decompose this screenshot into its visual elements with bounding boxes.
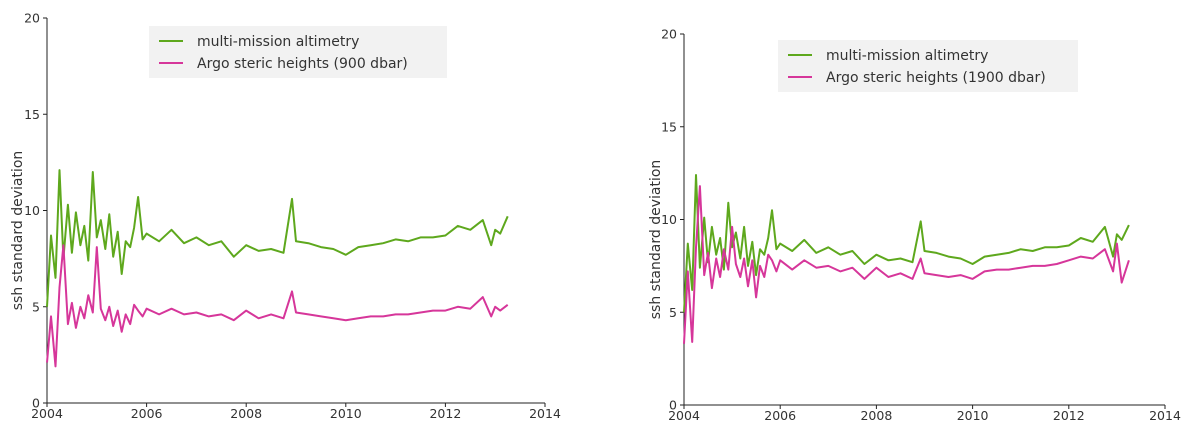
- series-line-2: [683, 185, 1130, 344]
- y-tick-label: 5: [32, 299, 40, 314]
- x-tick-label: 2012: [429, 406, 461, 421]
- series-line-1: [46, 169, 509, 307]
- x-tick-label: 2008: [860, 408, 892, 421]
- legend-entry: Argo steric heights (1900 dbar): [826, 70, 1046, 86]
- x-tick-label: 2006: [764, 408, 796, 421]
- legend-entry: Argo steric heights (900 dbar): [197, 56, 408, 72]
- x-tick-label: 2010: [330, 406, 362, 421]
- x-tick-label: 2012: [1053, 408, 1085, 421]
- legend-entry: multi-mission altimetry: [826, 48, 988, 64]
- chart-panel-2: 0 5 10 15 20 2004 2006 2008 2010 2012 2014 ssh stan…: [648, 27, 1181, 421]
- y-tick-label: 10: [24, 203, 40, 218]
- y-tick-label: 10: [661, 212, 677, 227]
- y-tick-label: 20: [24, 11, 40, 26]
- series-line-1: [683, 174, 1130, 313]
- x-tick-label: 2004: [668, 408, 700, 421]
- y-tick-label: 0: [669, 398, 677, 413]
- x-tick-label: 2006: [131, 406, 163, 421]
- x-tick-label: 2014: [529, 406, 561, 421]
- y-tick-label: 15: [24, 107, 40, 122]
- y-axis-label: ssh standard deviation: [648, 160, 664, 320]
- y-tick-label: 0: [32, 396, 40, 411]
- x-tick-label: 2008: [230, 406, 262, 421]
- x-tick-label: 2010: [957, 408, 989, 421]
- x-tick-label: 2014: [1149, 408, 1181, 421]
- x-tick-label: 2004: [31, 406, 63, 421]
- legend-entry: multi-mission altimetry: [197, 34, 359, 50]
- legend: multi-mission altimetry Argo steric heigh…: [149, 26, 447, 78]
- y-tick-label: 15: [661, 119, 677, 134]
- legend: multi-mission altimetry Argo steric heigh…: [778, 40, 1078, 92]
- y-tick-label: 5: [669, 305, 677, 320]
- y-tick-label: 20: [661, 27, 677, 42]
- chart-panel-1: 0 5 10 15 20 2004 2006 2008 2010 2012 2014 ssh stan…: [10, 11, 561, 421]
- y-axis-label: ssh standard deviation: [10, 151, 26, 311]
- legend-box: [778, 40, 1078, 92]
- legend-box: [149, 26, 447, 78]
- series-line-2: [46, 244, 509, 368]
